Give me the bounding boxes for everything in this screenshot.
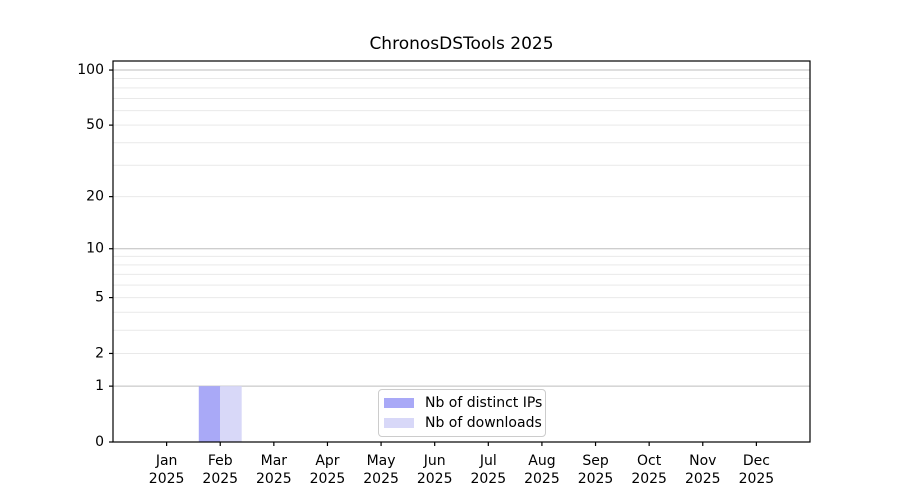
y-tick-label: 2 <box>95 345 104 361</box>
plot-border <box>112 60 811 443</box>
legend-label-distinct-ips: Nb of distinct IPs <box>425 395 543 411</box>
x-tick-label-year: 2025 <box>524 471 560 487</box>
legend: Nb of distinct IPs Nb of downloads <box>378 389 546 437</box>
y-tick-label: 5 <box>95 290 104 306</box>
y-tick-label: 50 <box>86 117 104 133</box>
x-tick-label-month: Nov <box>689 453 716 469</box>
x-tick-label-month: Mar <box>261 453 288 469</box>
x-tick-label-month: Sep <box>582 453 609 469</box>
x-tick-label-year: 2025 <box>631 471 667 487</box>
y-tick-label: 10 <box>86 241 104 257</box>
y-tick-label: 1 <box>95 378 104 394</box>
x-tick-label-year: 2025 <box>739 471 775 487</box>
y-tick-label: 0 <box>95 434 104 450</box>
x-tick-label-month: Dec <box>743 453 770 469</box>
legend-item-distinct-ips: Nb of distinct IPs <box>384 393 545 413</box>
x-tick-label-year: 2025 <box>202 471 238 487</box>
x-tick-label-month: Jun <box>423 453 446 469</box>
legend-swatch-distinct-ips <box>384 398 414 408</box>
x-tick-label-month: Feb <box>208 453 233 469</box>
x-tick-label-month: Jul <box>479 453 497 469</box>
legend-item-downloads: Nb of downloads <box>384 413 545 433</box>
x-tick-label-year: 2025 <box>578 471 614 487</box>
y-tick-label: 20 <box>86 189 104 205</box>
x-tick-label-year: 2025 <box>363 471 399 487</box>
bar-nb-of-distinct-ips-feb-2025 <box>198 386 221 442</box>
x-tick-label-year: 2025 <box>149 471 185 487</box>
x-tick-label-month: Apr <box>315 453 339 469</box>
x-tick-label-year: 2025 <box>310 471 346 487</box>
x-tick-label-month: Oct <box>637 453 662 469</box>
x-tick-label-month: Aug <box>528 453 555 469</box>
legend-swatch-downloads <box>384 418 414 428</box>
y-tick-label: 100 <box>77 62 104 78</box>
chart-title: ChronosDSTools 2025 <box>369 34 554 54</box>
x-tick-label-year: 2025 <box>256 471 292 487</box>
x-tick-label-month: Jan <box>155 453 178 469</box>
x-tick-label-year: 2025 <box>470 471 506 487</box>
x-tick-label-year: 2025 <box>417 471 453 487</box>
legend-label-downloads: Nb of downloads <box>425 415 542 431</box>
x-tick-label-year: 2025 <box>685 471 721 487</box>
x-tick-label-month: May <box>367 453 396 469</box>
bar-nb-of-downloads-feb-2025 <box>220 386 242 442</box>
